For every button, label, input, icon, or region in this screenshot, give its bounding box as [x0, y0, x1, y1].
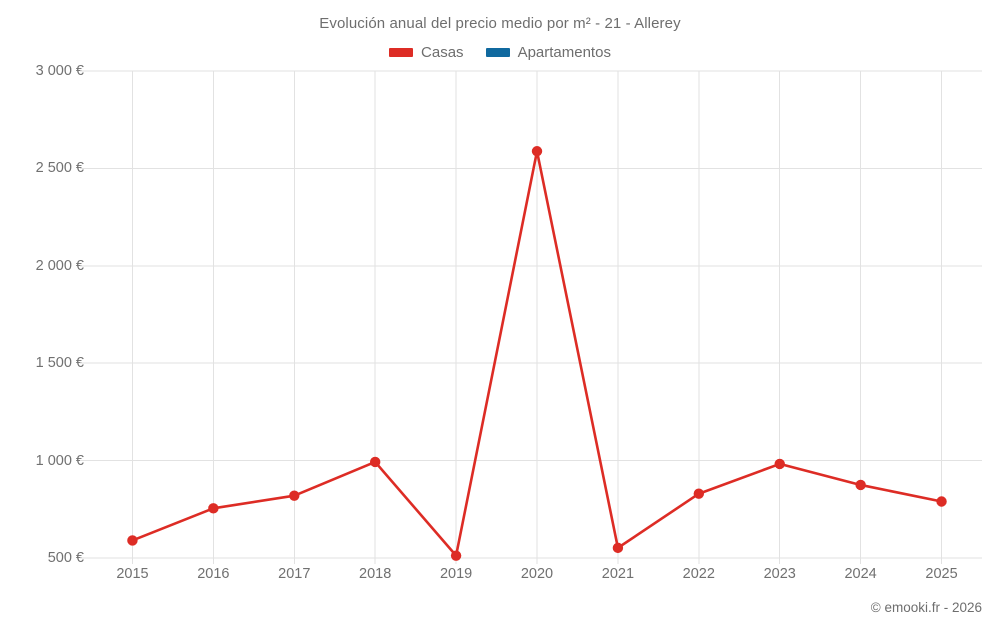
- x-tick-label: 2018: [359, 566, 392, 582]
- x-tick-label: 2021: [601, 566, 635, 582]
- y-tick-label: 3 000 €: [35, 63, 84, 79]
- x-tick-label: 2016: [197, 566, 230, 582]
- y-axis: 3 000 € 2 500 € 2 000 € 1 500 € 1 000 € 500 €: [0, 63, 84, 566]
- x-axis: 2015 2016 2017 2018 2019 2020 2021 2022 2023 2024…: [92, 566, 982, 590]
- y-tick-label: 1 500 €: [35, 355, 84, 372]
- data-point-marker-casas[interactable]: [936, 496, 947, 507]
- data-point-marker-casas[interactable]: [369, 456, 381, 468]
- data-point-marker-casas[interactable]: [855, 479, 866, 491]
- chart-footer-credit: © emooki.fr - 2026: [870, 600, 982, 615]
- data-point-marker-casas[interactable]: [289, 490, 300, 501]
- x-tick-label: 2020: [520, 566, 554, 582]
- x-tick-label: 2022: [682, 566, 715, 582]
- data-point-marker-casas[interactable]: [127, 535, 138, 546]
- plot-area: [80, 70, 982, 564]
- y-tick-label: 500 €: [47, 550, 84, 566]
- legend-label-casas: Casas: [421, 44, 464, 61]
- x-tick-label: 2023: [763, 566, 796, 582]
- legend-item-apartamentos[interactable]: Apartamentos: [485, 44, 611, 61]
- grid-lines-horizontal: [80, 70, 982, 559]
- y-tick-label: 2 500 €: [35, 160, 84, 177]
- x-tick-label: 2025: [925, 566, 958, 582]
- chart-title: Evolución anual del precio medio por m² …: [319, 15, 681, 32]
- legend-swatch-icon-apartamentos: [485, 48, 510, 57]
- y-tick-label: 2 000 €: [35, 257, 84, 274]
- chart-legend: Casas Apartamentos: [0, 44, 1000, 61]
- x-tick-label: 2015: [116, 566, 149, 582]
- y-tick-label: 1 000 €: [35, 452, 84, 469]
- data-point-marker-casas[interactable]: [208, 503, 219, 514]
- data-point-marker-casas[interactable]: [450, 550, 462, 561]
- data-point-marker-casas[interactable]: [774, 458, 785, 470]
- grid-lines-vertical: [131, 71, 943, 558]
- legend-label-apartamentos: Apartamentos: [517, 44, 611, 61]
- x-tick-label: 2024: [844, 566, 877, 582]
- data-point-marker-casas[interactable]: [612, 542, 624, 554]
- x-tick-label: 2019: [439, 566, 473, 582]
- x-tick-label: 2017: [278, 566, 311, 582]
- data-point-marker-casas[interactable]: [693, 488, 705, 499]
- data-point-marker-casas[interactable]: [531, 146, 543, 157]
- series-markers[interactable]: [127, 146, 947, 561]
- legend-swatch-icon-casas: [389, 48, 414, 57]
- plot-svg: [80, 70, 982, 564]
- legend-item-casas[interactable]: Casas: [389, 44, 464, 61]
- axis-tick-marks: [131, 558, 943, 564]
